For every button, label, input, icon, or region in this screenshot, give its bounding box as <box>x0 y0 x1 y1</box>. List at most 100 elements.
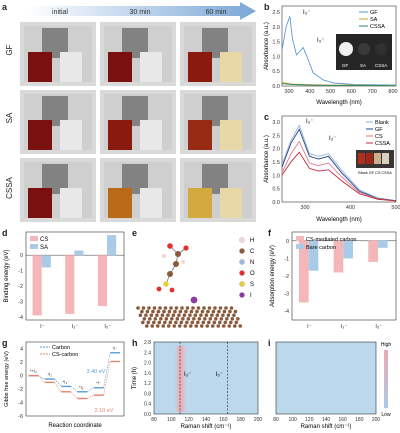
photo-cell <box>20 90 96 154</box>
carbon-atom <box>186 317 191 321</box>
x-tick-label: 160 <box>338 417 347 423</box>
carbon-atom <box>155 324 160 328</box>
b-legend: GF SA CSSA <box>359 10 385 30</box>
carbon-atom <box>153 317 158 321</box>
carbon-atom <box>174 306 179 310</box>
carbon-atom <box>218 320 222 325</box>
carbon-atom <box>196 306 201 310</box>
legend-swatch <box>239 237 245 243</box>
y-tick-label: -4 <box>18 315 23 321</box>
x-tick-label: 400 <box>346 205 355 211</box>
y-tick-label: 0.8 <box>144 391 151 397</box>
carbon-atom <box>200 309 205 314</box>
panel-i-chart: 80 100 120 140 160 180 200 Raman shift (cm⁻¹) … <box>273 341 392 430</box>
y-tick-label: -1 <box>18 269 23 275</box>
carbon-atom <box>221 324 226 328</box>
carbon-atom <box>233 309 238 314</box>
panel-d-chart: I⁻ I₃⁻ I₅⁻ 0 -1 -2 -3 -4 Binding energy (eV) CS… <box>4 231 125 330</box>
energy-connector <box>87 394 94 399</box>
carbon-atom <box>229 306 234 310</box>
carbon-atom <box>218 306 223 310</box>
b-legend-sa: SA <box>370 17 378 23</box>
panel-h-chart: 80 100 120 140 160 180 200 0.0 0.4 0.8 1.2 1.6 2.0 2.… <box>132 340 262 430</box>
carbon-atom <box>163 320 167 325</box>
series-line-gf <box>281 16 397 86</box>
h-peak2: I₅⁻ <box>216 372 223 378</box>
carbon-atom <box>217 309 221 314</box>
y-tick-label: -4 <box>18 401 23 407</box>
x-tick-label: 200 <box>372 417 381 423</box>
y-tick-label: -2 <box>18 387 23 393</box>
state-label: *I⁻ <box>96 381 101 386</box>
g-ylabel: Gibbs free energy (eV) <box>4 351 10 407</box>
bar <box>298 240 309 303</box>
legend-label-n: N <box>250 260 254 266</box>
carbon-atom <box>227 324 232 328</box>
d-legend-sa: SA <box>40 245 48 251</box>
g-legend: Carbon CS-carbon <box>40 345 78 358</box>
carbon-atom <box>156 309 161 314</box>
carbon-atom <box>228 309 232 314</box>
x-tick-label: I₅⁻ <box>375 324 382 330</box>
carbon-atom <box>182 313 187 317</box>
carbon-atom <box>160 313 165 317</box>
y-tick-label: 0 <box>20 253 23 259</box>
y-tick-label: -3 <box>18 299 23 305</box>
carbon-atom <box>170 317 174 321</box>
b-inset-sa: SA <box>360 63 366 68</box>
carbon-atom <box>230 317 235 321</box>
carbon-atom <box>148 317 152 321</box>
panel-i-letter: i <box>268 338 271 348</box>
carbon-atom <box>183 324 188 328</box>
x-tick-label: 180 <box>236 417 245 423</box>
y-tick-label: 0.0 <box>272 84 280 90</box>
carbon-atom <box>207 306 212 310</box>
photo-cell <box>100 158 176 222</box>
e-molecule <box>156 243 198 304</box>
photo-cell <box>100 90 176 154</box>
carbon-atom <box>173 309 177 314</box>
legend-label-o: O <box>250 271 255 277</box>
y-tick-label: 2.5 <box>272 133 280 139</box>
bar <box>41 255 51 268</box>
carbon-atom <box>175 317 180 321</box>
carbon-atom <box>194 324 199 328</box>
carbon-atom <box>166 324 171 328</box>
x-tick-label: 160 <box>219 417 228 423</box>
legend-swatch <box>239 281 245 287</box>
y-tick-label: 1.2 <box>144 381 151 387</box>
carbon-atom <box>226 313 231 317</box>
g-legend-cs: CS-carbon <box>52 352 78 358</box>
c-legend-blank: Blank <box>375 120 389 126</box>
carbon-atom <box>152 320 156 325</box>
carbon-atom <box>204 313 209 317</box>
x-tick-label: 700 <box>368 89 377 95</box>
panel-e-letter: e <box>132 228 138 238</box>
series-line-blank <box>281 124 397 202</box>
bar <box>74 250 84 256</box>
bar <box>308 240 319 271</box>
panel-f-chart: I⁻ I₃⁻ I₅⁻ 0 -1 -2 -3 -4 Adsorption energy (eV)… <box>270 231 397 330</box>
energy-connector <box>38 375 45 380</box>
x-tick-label: 180 <box>355 417 364 423</box>
photo-cell <box>180 22 256 86</box>
carbon-atom <box>177 324 182 328</box>
y-tick-label: 1.5 <box>272 40 280 46</box>
y-tick-label: 0 <box>20 374 23 380</box>
i-colorbar <box>384 350 388 408</box>
i-colorbar-high: High <box>381 342 392 348</box>
d-ylabel: Binding energy (eV) <box>4 249 10 302</box>
bar <box>32 255 42 316</box>
time-arrow <box>28 2 256 20</box>
carbon-atom <box>159 317 163 321</box>
carbon-atom <box>238 324 243 328</box>
i-xlabel: Raman shift (cm⁻¹) <box>301 424 352 430</box>
panel-a-photos: initial 30 min 60 min GF SA CSSA <box>5 2 256 222</box>
carbon-atom <box>203 317 207 321</box>
y-tick-label: 2.0 <box>272 147 280 153</box>
x-tick-label: 500 <box>391 205 400 211</box>
y-tick-label: 2 <box>20 360 23 366</box>
series-line-cs <box>281 140 397 202</box>
carbon-atom <box>149 313 154 317</box>
carbon-atom <box>184 309 188 314</box>
